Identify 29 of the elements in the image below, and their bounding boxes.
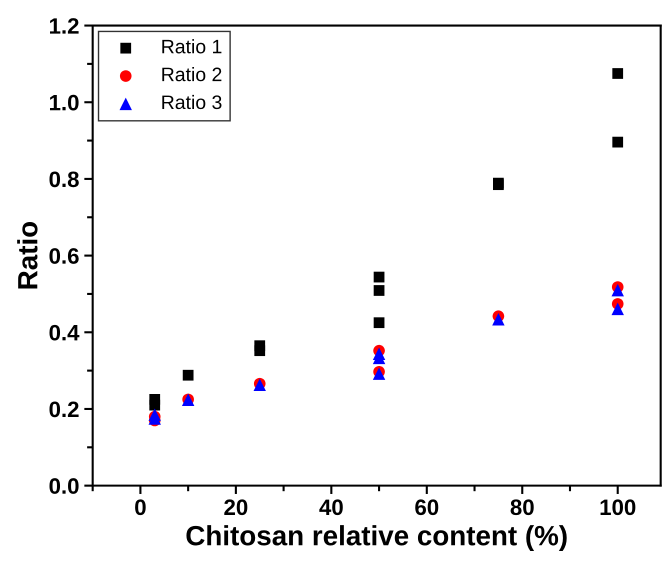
- x-tick-label: 40: [319, 499, 343, 516]
- x-tick-label: 100: [600, 499, 636, 516]
- y-tick-label: 0.2: [49, 401, 79, 418]
- point: [254, 345, 266, 356]
- x-axis-title: Chitosan relative content (%): [186, 525, 567, 551]
- legend-label: Ratio 2: [162, 67, 222, 82]
- point: [374, 272, 384, 282]
- x-tick-label: 80: [510, 499, 534, 516]
- y-tick-label: 1.0: [50, 94, 79, 111]
- y-axis-title: Ratio: [17, 222, 38, 288]
- y-tick-label: 0.4: [49, 324, 80, 341]
- point: [492, 313, 505, 326]
- y-tick-label: 1.2: [50, 18, 79, 34]
- y-tick-label: 0.8: [49, 171, 79, 188]
- point: [374, 317, 384, 328]
- point: [612, 302, 624, 316]
- point: [612, 284, 624, 296]
- point: [149, 400, 160, 411]
- legend-label: Ratio 3: [162, 94, 222, 110]
- y-tick-label: 0.0: [49, 478, 79, 494]
- point: [182, 370, 194, 381]
- point: [612, 136, 624, 148]
- legend-label: Ratio 1: [162, 39, 222, 54]
- point: [374, 285, 384, 296]
- point: [612, 68, 624, 79]
- y-tick-label: 0.6: [49, 248, 79, 264]
- x-tick-label: 60: [415, 499, 438, 516]
- x-tick-label: 0: [135, 499, 146, 516]
- x-tick-label: 20: [224, 499, 248, 516]
